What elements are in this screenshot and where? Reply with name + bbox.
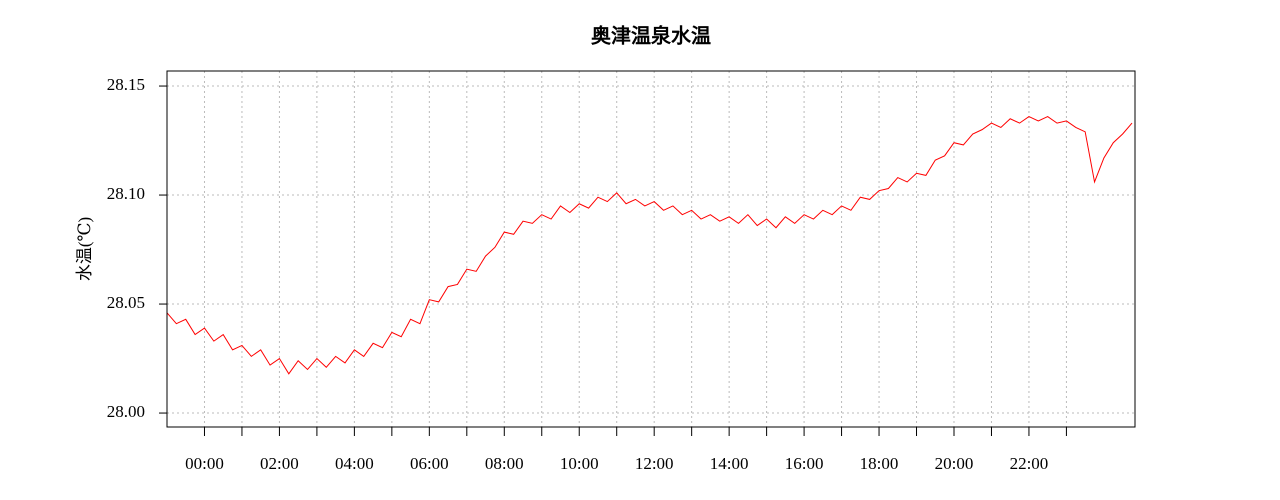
chart-title: 奥津温泉水温 [591,24,711,48]
x-tick-label: 06:00 [410,454,449,473]
x-tick-label: 12:00 [635,454,674,473]
y-tick-label: 28.00 [107,402,145,421]
data-line [166,115,1133,375]
x-tick-label: 08:00 [485,454,524,473]
y-tick-label: 28.05 [107,293,145,312]
y-axis-label: 水温(℃) [75,217,94,281]
x-tick-label: 04:00 [335,454,374,473]
x-tick-label: 14:00 [710,454,749,473]
y-tick-label: 28.10 [107,184,145,203]
x-tick-label: 02:00 [260,454,299,473]
x-tick-label: 20:00 [935,454,974,473]
y-tick-label: 28.15 [107,75,145,94]
x-tick-label: 16:00 [785,454,824,473]
plot-frame [166,70,1136,428]
x-tick-label: 00:00 [185,454,224,473]
x-tick-label: 22:00 [1010,454,1049,473]
x-tick-label: 10:00 [560,454,599,473]
x-tick-label: 18:00 [860,454,899,473]
